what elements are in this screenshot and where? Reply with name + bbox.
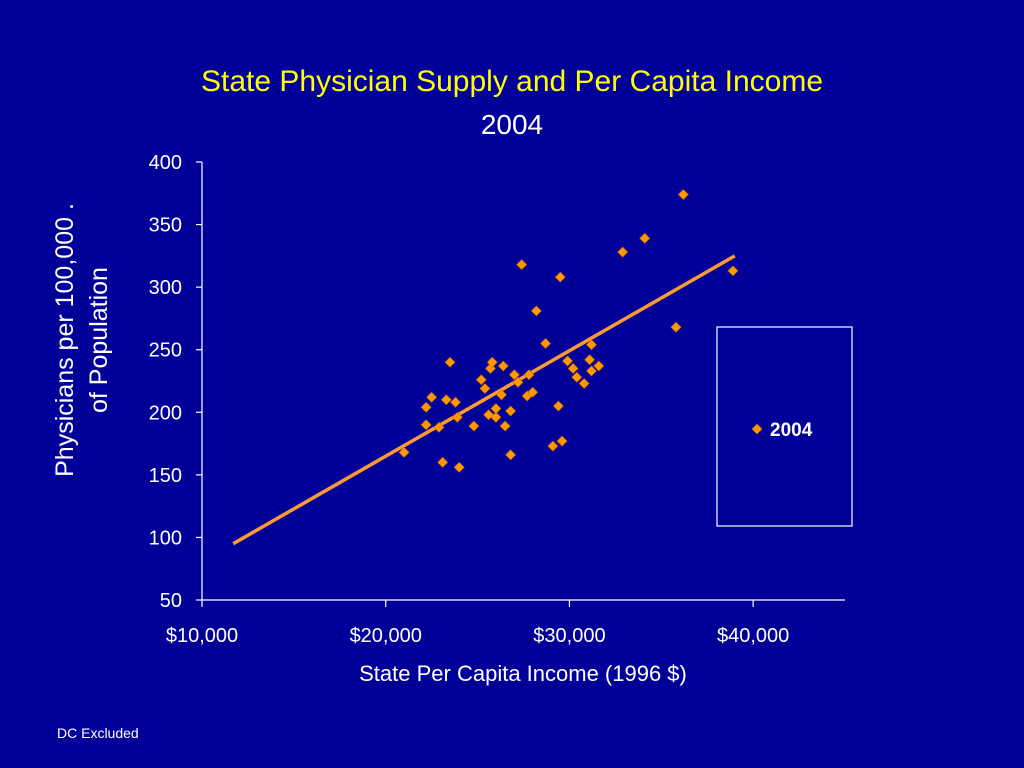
data-point: [727, 265, 739, 277]
data-point: [505, 405, 517, 417]
legend-box: [716, 326, 853, 527]
y-tick-label: 350: [149, 215, 182, 237]
data-point: [437, 456, 449, 468]
data-point: [677, 189, 689, 200]
data-point: [479, 383, 491, 394]
x-tick-label: $10,000: [166, 625, 238, 647]
data-point: [512, 376, 524, 388]
data-point: [530, 305, 542, 317]
data-point: [670, 321, 682, 333]
data-point: [497, 360, 509, 372]
y-tick-label: 200: [149, 402, 182, 424]
data-point: [444, 356, 456, 368]
data-point: [617, 246, 629, 258]
data-point: [468, 420, 480, 432]
y-tick-label: 400: [149, 152, 182, 174]
data-point: [490, 403, 502, 414]
data-point: [508, 369, 520, 381]
data-point: [562, 355, 574, 367]
data-point: [552, 400, 564, 412]
data-point: [426, 391, 438, 403]
data-point: [578, 378, 590, 389]
legend-marker: [751, 423, 763, 435]
y-tick-label: 50: [160, 590, 182, 612]
data-point: [505, 449, 517, 461]
data-point: [450, 396, 461, 408]
data-point: [593, 360, 605, 372]
y-tick-label: 300: [149, 277, 182, 299]
data-point: [453, 461, 465, 473]
data-point: [586, 365, 597, 377]
data-point: [540, 338, 551, 349]
data-point: [567, 363, 579, 374]
x-tick-label: $20,000: [350, 625, 422, 647]
data-point: [496, 389, 507, 401]
x-axis-label: State Per Capita Income (1996 $): [359, 661, 687, 686]
legend-label: 2004: [770, 420, 813, 441]
y-tick-label: 250: [149, 340, 182, 362]
data-point: [639, 232, 651, 244]
data-point: [398, 446, 410, 458]
data-point: [420, 419, 432, 431]
data-point: [433, 421, 445, 433]
x-tick-label: $40,000: [717, 625, 789, 647]
data-point: [586, 339, 597, 351]
data-point: [554, 271, 566, 283]
data-point: [440, 394, 452, 406]
chart-subtitle: 2004: [480, 109, 544, 140]
data-point: [584, 354, 596, 366]
trendline: [232, 254, 736, 546]
chart-title: State Physician Supply and Per Capita In…: [200, 65, 824, 98]
footnote: DC Excluded: [57, 725, 139, 741]
data-point: [475, 374, 487, 386]
data-point: [523, 369, 535, 381]
data-point: [516, 259, 528, 271]
data-point: [451, 411, 463, 423]
data-point: [547, 440, 559, 452]
y-tick-label: 150: [149, 465, 182, 487]
data-point: [499, 420, 511, 432]
data-point: [527, 386, 539, 398]
y-tick-label: 100: [149, 527, 182, 549]
data-point: [556, 435, 568, 447]
data-point: [420, 401, 432, 413]
x-tick-label: $30,000: [533, 625, 605, 647]
data-point: [571, 371, 583, 383]
data-point: [486, 356, 498, 368]
data-point: [490, 411, 502, 423]
